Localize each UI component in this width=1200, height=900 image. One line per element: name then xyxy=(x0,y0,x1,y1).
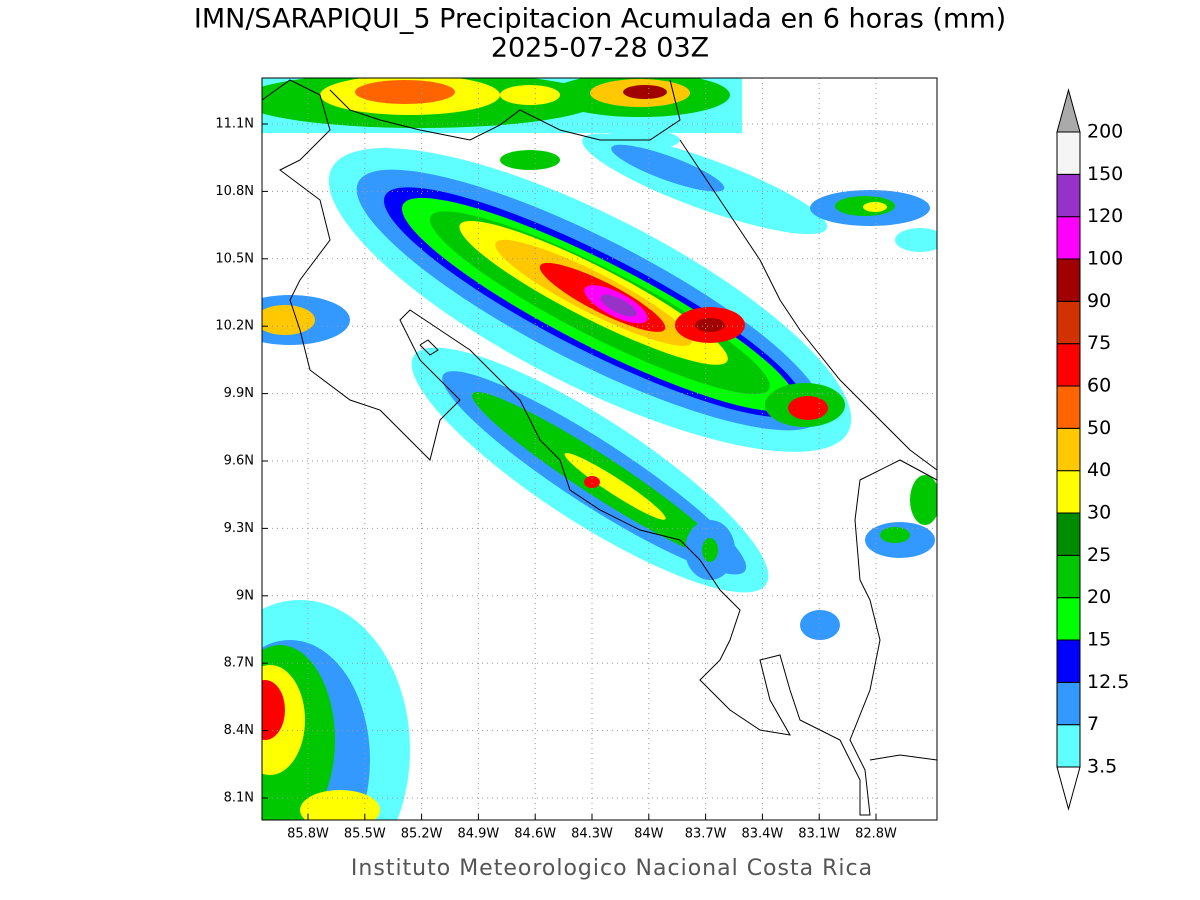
y-tick-label: 10.8N xyxy=(215,184,254,199)
colorbar: 3.5 7 12.5 15 20 25 30 40 50 60 75 90 100 120 150 200 xyxy=(1056,88,1129,811)
colorbar-label: 7 xyxy=(1087,713,1099,735)
colorbar-segment xyxy=(1056,300,1081,345)
colorbar-label: 60 xyxy=(1087,375,1111,397)
x-tick-label: 85.2W xyxy=(401,827,443,842)
x-tick-label: 83.4W xyxy=(741,827,783,842)
axis-labels: 85.8W 85.5W 85.2W 84.9W 84.6W 84.3W 84W 83.7W 83… xyxy=(215,117,897,842)
map-frame xyxy=(261,77,938,821)
colorbar-segment xyxy=(1056,554,1081,599)
colorbar-segment xyxy=(1056,131,1081,175)
colorbar-label: 75 xyxy=(1087,332,1111,354)
colorbar-segment xyxy=(1056,385,1081,429)
colorbar-label: 12.5 xyxy=(1087,671,1129,693)
colorbar-label: 25 xyxy=(1087,544,1111,566)
precip-field xyxy=(262,78,937,820)
colorbar-segment xyxy=(1056,724,1081,768)
y-tick-label: 10.5N xyxy=(215,251,254,266)
colorbar-segment xyxy=(1056,681,1081,726)
colorbar-label: 15 xyxy=(1087,629,1111,651)
colorbar-label: 40 xyxy=(1087,459,1111,481)
x-tick-label: 84.9W xyxy=(457,827,499,842)
x-tick-label: 82.8W xyxy=(855,827,897,842)
colorbar-over xyxy=(1056,88,1081,133)
y-tick-label: 10.2N xyxy=(215,319,254,334)
y-tick-label: 11.1N xyxy=(215,117,254,132)
x-tick-label: 84W xyxy=(634,827,664,842)
colorbar-label: 100 xyxy=(1087,248,1123,270)
x-tick-label: 85.5W xyxy=(344,827,386,842)
subtitle: 2025-07-28 03Z xyxy=(491,33,709,64)
colorbar-label: 30 xyxy=(1087,502,1111,524)
footer: Instituto Meteorologico Nacional Costa R… xyxy=(351,856,873,881)
colorbar-label: 200 xyxy=(1087,121,1123,143)
colorbar-label: 50 xyxy=(1087,417,1111,439)
colorbar-segment xyxy=(1056,512,1081,556)
colorbar-label: 120 xyxy=(1087,205,1123,227)
y-tick-label: 8.1N xyxy=(224,791,254,806)
colorbar-segment xyxy=(1056,597,1081,641)
colorbar-label: 20 xyxy=(1087,586,1111,608)
colorbar-label: 150 xyxy=(1087,163,1123,185)
x-tick-label: 83.1W xyxy=(798,827,840,842)
y-tick-label: 8.7N xyxy=(224,656,254,671)
x-tick-label: 84.6W xyxy=(514,827,556,842)
title: IMN/SARAPIQUI_5 Precipitacion Acumulada … xyxy=(194,4,1006,35)
colorbar-segment xyxy=(1056,470,1081,514)
y-tick-label: 9N xyxy=(236,588,254,603)
x-tick-label: 85.8W xyxy=(287,827,329,842)
y-tick-label: 9.3N xyxy=(224,521,254,536)
colorbar-segment xyxy=(1056,343,1081,387)
y-tick-label: 9.6N xyxy=(224,454,254,469)
coastline xyxy=(261,79,938,816)
colorbar-label: 90 xyxy=(1087,290,1111,312)
colorbar-segment xyxy=(1056,639,1081,683)
x-tick-label: 84.3W xyxy=(571,827,613,842)
colorbar-segment xyxy=(1056,216,1081,260)
colorbar-label: 3.5 xyxy=(1087,756,1117,778)
colorbar-segment xyxy=(1056,258,1081,302)
x-tick-label: 83.7W xyxy=(685,827,727,842)
grid xyxy=(262,78,937,820)
colorbar-under xyxy=(1056,766,1081,811)
colorbar-segment xyxy=(1056,427,1081,472)
y-tick-label: 8.4N xyxy=(224,723,254,738)
y-tick-label: 9.9N xyxy=(224,386,254,401)
colorbar-segment xyxy=(1056,173,1081,218)
